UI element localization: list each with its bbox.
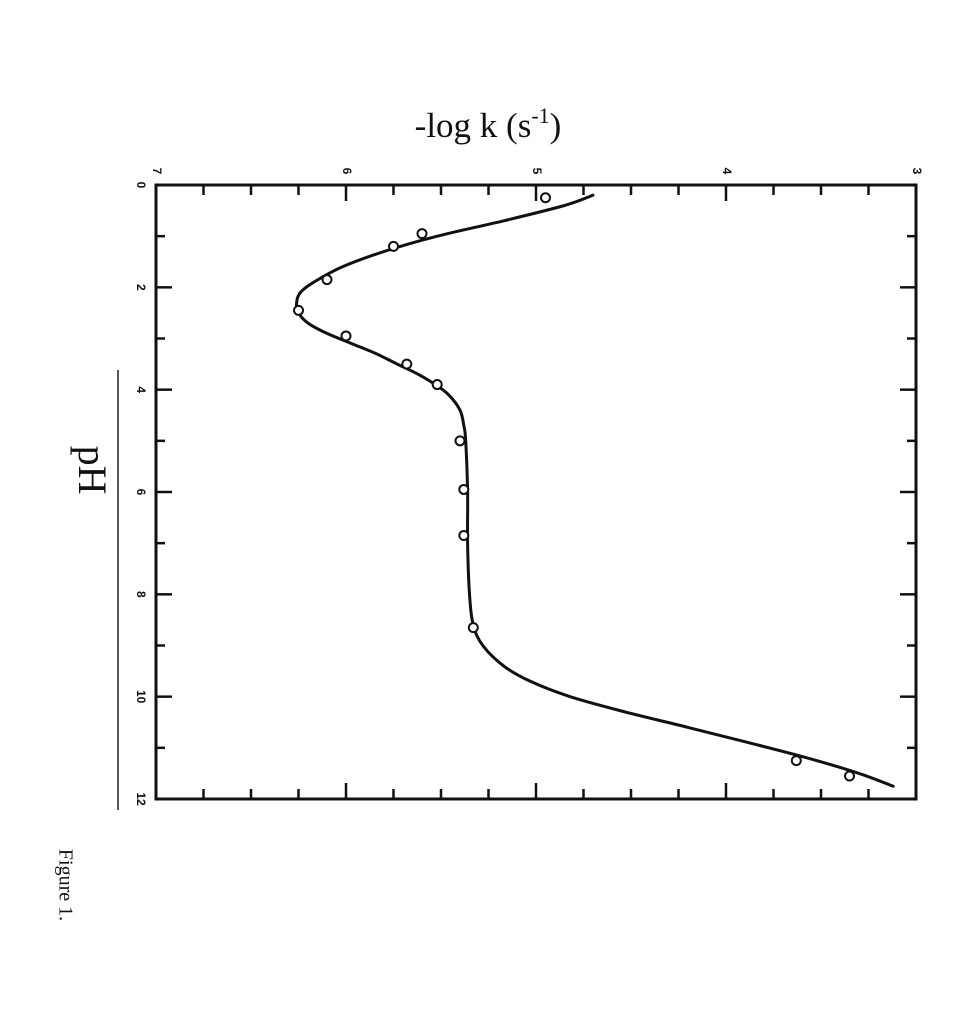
data-points — [293, 192, 855, 782]
data-point — [431, 379, 443, 391]
data-point — [540, 192, 551, 204]
data-point — [790, 755, 802, 767]
data-point — [293, 304, 304, 316]
x-axis-label: pH — [70, 446, 115, 495]
tick-marks — [154, 183, 918, 801]
y-axis-label-close: ) — [550, 106, 562, 145]
y-tick-label: 6 — [340, 168, 354, 175]
figure-caption: Figure 1. — [54, 849, 76, 921]
x-tick-label: 12 — [134, 792, 148, 806]
x-tick-label: 10 — [134, 690, 148, 704]
plot-frame — [154, 183, 918, 801]
data-point — [454, 435, 466, 447]
tick-labels: 0 2 4 6 8 10 12 7 6 5 4 3 — [134, 168, 924, 806]
data-point — [321, 274, 333, 286]
y-tick-label: 5 — [530, 168, 544, 175]
data-point — [458, 529, 470, 541]
data-point — [340, 330, 352, 342]
y-axis-label-superscript: -1 — [531, 103, 549, 128]
data-point — [401, 358, 413, 370]
x-tick-label: 6 — [134, 489, 148, 496]
x-tick-label: 0 — [134, 182, 148, 189]
y-axis-label: -log k (s-1) — [415, 103, 562, 145]
data-point — [416, 228, 428, 240]
x-tick-label: 8 — [134, 591, 148, 598]
data-point — [458, 483, 470, 495]
y-axis-label-main: -log k (s — [415, 106, 532, 145]
fitted-curve — [295, 193, 895, 788]
x-tick-label: 4 — [134, 386, 148, 393]
data-point — [467, 622, 479, 634]
x-tick-label: 2 — [134, 284, 148, 291]
data-point — [844, 770, 855, 782]
data-point — [388, 240, 399, 252]
y-tick-label: 3 — [910, 168, 924, 175]
y-tick-label: 7 — [150, 168, 164, 175]
plot-area: 0 2 4 6 8 10 12 7 6 5 4 3 — [134, 168, 924, 806]
y-tick-label: 4 — [720, 168, 734, 175]
